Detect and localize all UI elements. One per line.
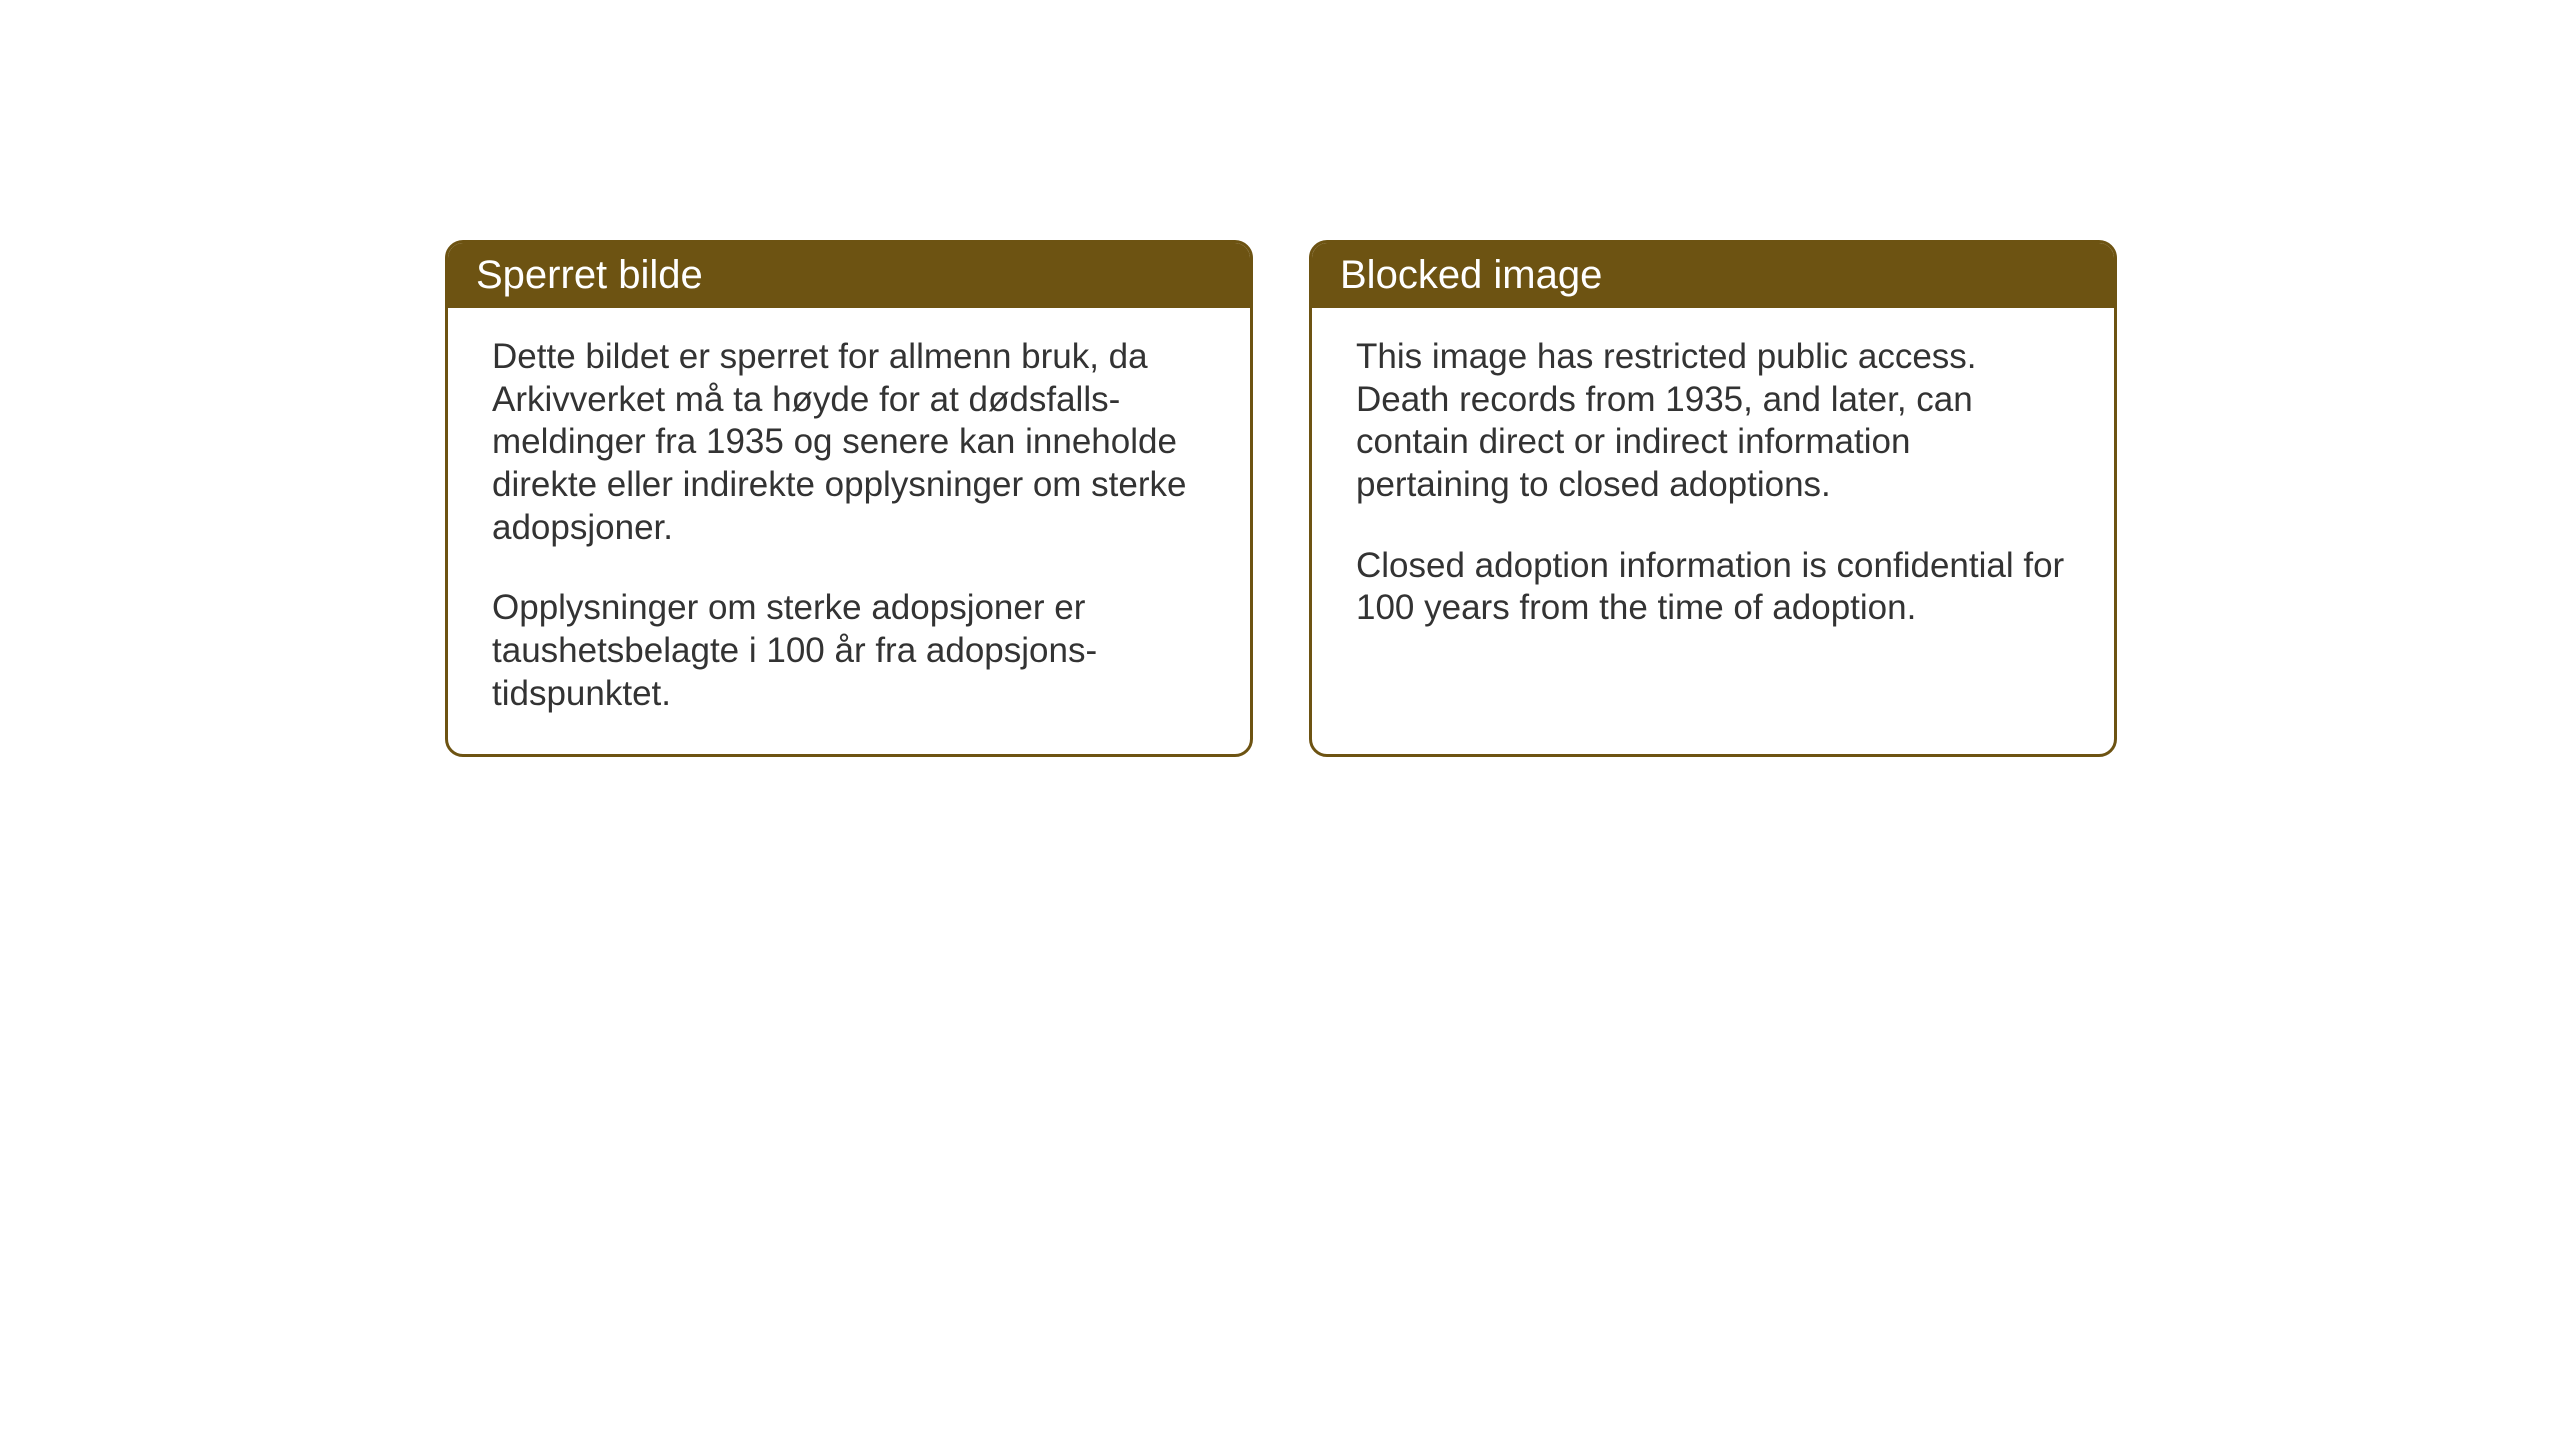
norwegian-card-body: Dette bildet er sperret for allmenn bruk… — [448, 308, 1250, 754]
english-card-body: This image has restricted public access.… — [1312, 308, 2114, 668]
english-card-header: Blocked image — [1312, 243, 2114, 308]
english-notice-card: Blocked image This image has restricted … — [1309, 240, 2117, 757]
norwegian-paragraph-2: Opplysninger om sterke adopsjoner er tau… — [492, 587, 1206, 715]
norwegian-paragraph-1: Dette bildet er sperret for allmenn bruk… — [492, 336, 1206, 549]
english-paragraph-2: Closed adoption information is confident… — [1356, 545, 2070, 630]
english-paragraph-1: This image has restricted public access.… — [1356, 336, 2070, 507]
english-card-title: Blocked image — [1340, 253, 1602, 297]
norwegian-card-title: Sperret bilde — [476, 253, 703, 297]
norwegian-notice-card: Sperret bilde Dette bildet er sperret fo… — [445, 240, 1253, 757]
notice-container: Sperret bilde Dette bildet er sperret fo… — [445, 240, 2117, 757]
norwegian-card-header: Sperret bilde — [448, 243, 1250, 308]
